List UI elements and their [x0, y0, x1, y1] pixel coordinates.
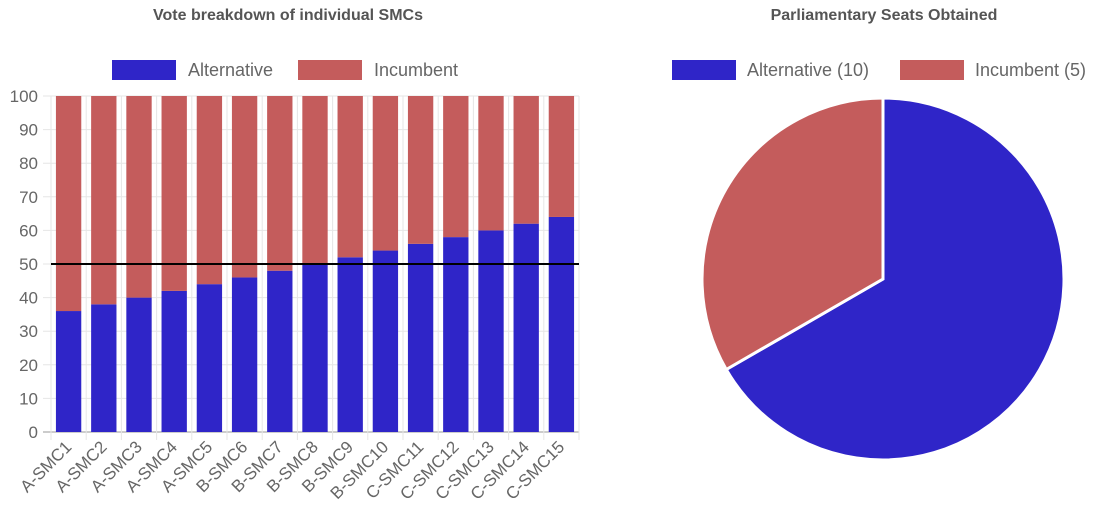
y-tick-label: 0 [29, 423, 38, 442]
bar-incumbent-c-smc11[interactable] [407, 96, 434, 244]
bar-chart-title: Vote breakdown of individual SMCs [153, 7, 423, 24]
bar-alternative-c-smc15[interactable] [548, 216, 575, 432]
y-tick-label: 90 [19, 121, 38, 140]
y-tick-label: 70 [19, 188, 38, 207]
bar-alternative-a-smc5[interactable] [196, 284, 223, 432]
bar-alternative-b-smc6[interactable] [231, 277, 258, 432]
bar-incumbent-b-smc6[interactable] [231, 96, 258, 278]
bar-incumbent-a-smc2[interactable] [91, 96, 117, 305]
bar-incumbent-b-smc8[interactable] [302, 96, 328, 264]
y-tick-label: 40 [19, 289, 38, 308]
y-tick-label: 60 [19, 221, 38, 240]
legend-label-incumbent[interactable]: Incumbent [374, 60, 458, 80]
bar-alternative-a-smc3[interactable] [126, 297, 152, 432]
bar-alternative-b-smc8[interactable] [302, 264, 328, 432]
y-tick-label: 20 [19, 356, 38, 375]
legend-label-incumbent-seats[interactable]: Incumbent (5) [975, 60, 1086, 80]
legend-label-alternative[interactable]: Alternative [188, 60, 273, 80]
bar-alternative-c-smc12[interactable] [443, 237, 469, 432]
bar-alternative-a-smc1[interactable] [55, 311, 82, 432]
bar-alternative-b-smc9[interactable] [337, 257, 363, 432]
legend-swatch-alternative-seats[interactable] [672, 60, 736, 80]
x-axis-ticks: A-SMC1A-SMC2A-SMC3A-SMC4A-SMC5B-SMC6B-SM… [17, 437, 569, 503]
y-axis-ticks: 0 10 20 30 40 50 60 70 80 90 100 [10, 87, 38, 442]
bar-incumbent-c-smc13[interactable] [478, 96, 504, 231]
bar-alternative-c-smc11[interactable] [407, 243, 434, 432]
pie-chart-title: Parliamentary Seats Obtained [771, 7, 998, 24]
bar-chart-legend: Alternative Incumbent [112, 60, 458, 80]
bar-incumbent-c-smc15[interactable] [548, 96, 575, 217]
legend-swatch-alternative[interactable] [112, 60, 176, 80]
pie-chart: Parliamentary Seats Obtained Alternative… [672, 7, 1086, 462]
y-tick-label: 50 [19, 255, 38, 274]
y-tick-label: 10 [19, 389, 38, 408]
legend-label-alternative-seats[interactable]: Alternative (10) [747, 60, 869, 80]
bar-incumbent-b-smc9[interactable] [337, 96, 363, 258]
bar-alternative-a-smc2[interactable] [91, 304, 117, 432]
bar-alternative-c-smc14[interactable] [513, 223, 539, 432]
pie-slice-alternative[interactable] [724, 96, 1066, 462]
bar-alternative-a-smc4[interactable] [161, 290, 187, 432]
legend-swatch-incumbent[interactable] [298, 60, 362, 80]
y-tick-label: 30 [19, 322, 38, 341]
pie-chart-legend: Alternative (10) Incumbent (5) [672, 60, 1086, 80]
bar-incumbent-a-smc4[interactable] [161, 96, 187, 291]
bar-incumbent-b-smc10[interactable] [372, 96, 399, 251]
pie-slices [700, 96, 1066, 462]
bar-incumbent-a-smc3[interactable] [126, 96, 152, 298]
bar-chart: Vote breakdown of individual SMCs Altern… [10, 7, 580, 504]
pie-slice-incumbent[interactable] [700, 96, 885, 372]
bar-incumbent-c-smc12[interactable] [443, 96, 469, 238]
bar-incumbent-a-smc1[interactable] [55, 96, 82, 312]
bar-alternative-b-smc7[interactable] [267, 270, 293, 432]
bar-alternative-c-smc13[interactable] [478, 230, 504, 432]
bar-incumbent-a-smc5[interactable] [196, 96, 223, 285]
y-tick-label: 80 [19, 154, 38, 173]
bar-alternative-b-smc10[interactable] [372, 250, 399, 432]
bar-incumbent-b-smc7[interactable] [267, 96, 293, 271]
bar-incumbent-c-smc14[interactable] [513, 96, 539, 224]
legend-swatch-incumbent-seats[interactable] [900, 60, 964, 80]
y-tick-label: 100 [10, 87, 38, 106]
